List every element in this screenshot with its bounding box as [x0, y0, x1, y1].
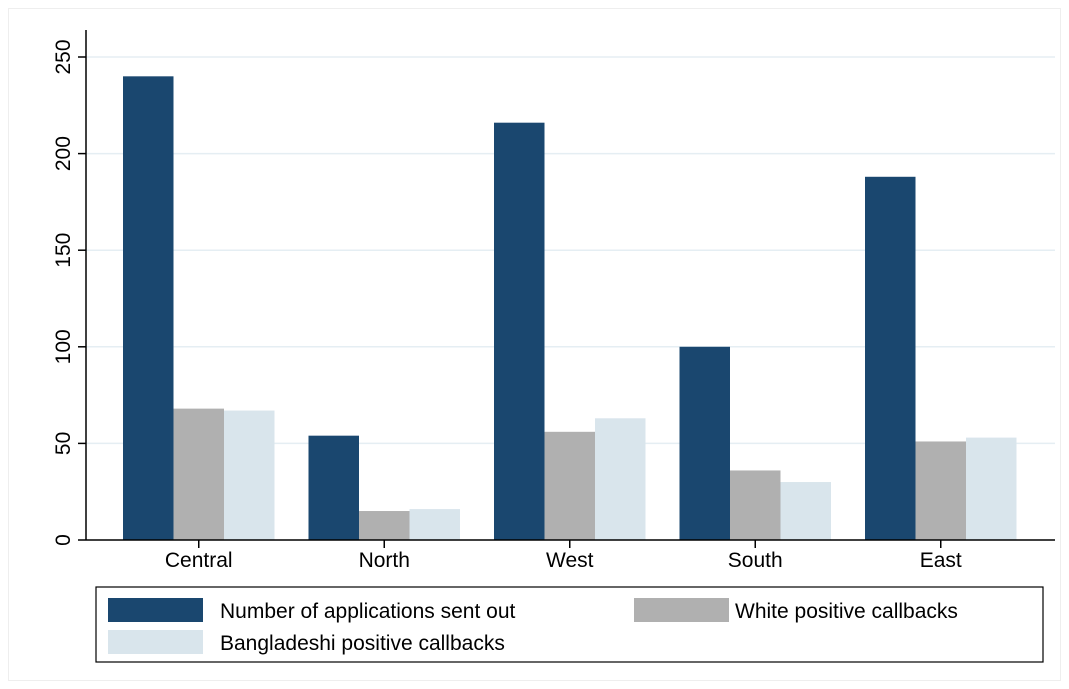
legend-box — [95, 586, 1044, 663]
bar — [595, 418, 646, 540]
bar — [544, 431, 595, 540]
x-tick-label: South — [728, 549, 783, 572]
y-tick-label: 0 — [52, 534, 75, 546]
x-tick-label: Central — [165, 549, 233, 572]
bar — [359, 511, 410, 540]
y-tick-label: 250 — [52, 39, 75, 74]
bar — [308, 435, 359, 540]
legend-swatch — [108, 630, 203, 654]
bar — [494, 122, 545, 541]
legend-label: White positive callbacks — [735, 600, 958, 623]
x-tick-label: East — [920, 549, 962, 572]
bar — [780, 482, 831, 540]
legend-label: Number of applications sent out — [220, 600, 515, 623]
bar — [123, 76, 174, 540]
bar — [865, 176, 916, 540]
bar — [915, 441, 966, 540]
bar — [224, 410, 275, 540]
y-axis-ticks: 0 50 100 150 200 250 — [52, 39, 86, 546]
bar — [679, 346, 730, 540]
legend-label: Bangladeshi positive callbacks — [220, 632, 505, 655]
x-tick-label: North — [359, 549, 410, 572]
x-axis-labels: Central North West South East — [165, 540, 962, 572]
bar — [409, 509, 460, 540]
y-tick-label: 100 — [52, 329, 75, 364]
bar — [173, 408, 224, 540]
y-tick-label: 200 — [52, 136, 75, 171]
bars — [123, 76, 1017, 541]
bar — [730, 470, 781, 540]
bar — [966, 437, 1017, 540]
legend: Number of applications sent out White pos… — [95, 586, 1044, 663]
y-tick-label: 50 — [52, 432, 75, 455]
legend-swatch — [634, 598, 729, 622]
legend-swatch — [108, 598, 203, 622]
x-tick-label: West — [546, 549, 594, 572]
y-tick-label: 150 — [52, 233, 75, 268]
